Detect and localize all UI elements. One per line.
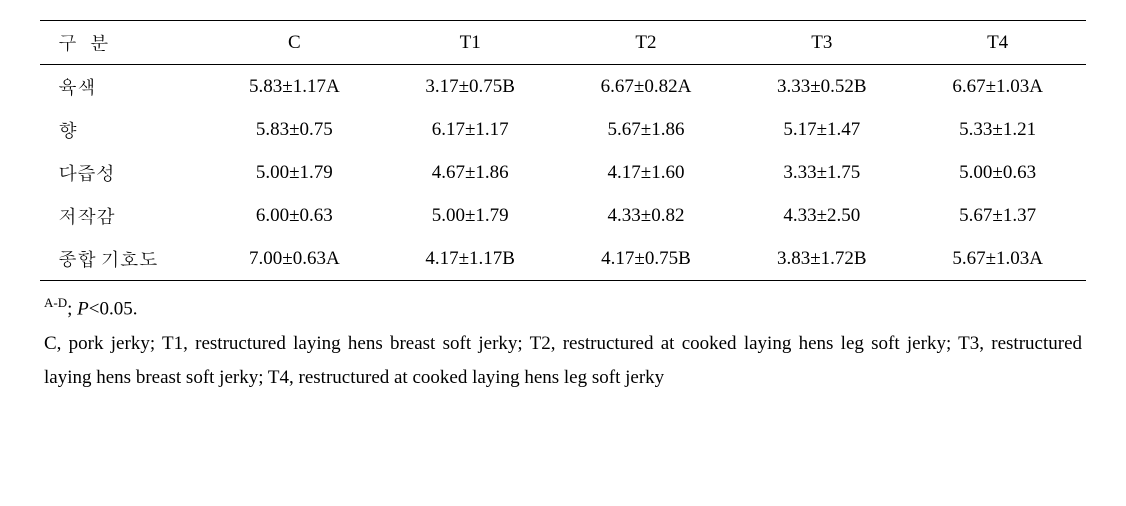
cell-value: 6.67±1.03A xyxy=(909,65,1086,109)
header-t1: T1 xyxy=(383,21,558,65)
cell-value: 6.00±0.63 xyxy=(206,194,383,237)
cell-value: 3.33±0.52B xyxy=(734,65,909,109)
cell-value: 5.67±1.37 xyxy=(909,194,1086,237)
footnote-sig-prefix: ; xyxy=(67,298,77,319)
cell-value: 4.67±1.86 xyxy=(383,151,558,194)
table-row: 저작감 6.00±0.63 5.00±1.79 4.33±0.82 4.33±2… xyxy=(40,194,1086,237)
footnote-p-letter: P xyxy=(77,298,89,319)
cell-value: 4.17±1.60 xyxy=(558,151,735,194)
cell-value: 5.67±1.86 xyxy=(558,108,735,151)
footnote-sig-rest: <0.05. xyxy=(89,298,138,319)
table-row: 육색 5.83±1.17A 3.17±0.75B 6.67±0.82A 3.33… xyxy=(40,65,1086,109)
cell-value: 5.00±0.63 xyxy=(909,151,1086,194)
header-t2: T2 xyxy=(558,21,735,65)
header-t3: T3 xyxy=(734,21,909,65)
cell-value: 3.83±1.72B xyxy=(734,237,909,281)
cell-value: 4.33±2.50 xyxy=(734,194,909,237)
footnote-superscript: A-D xyxy=(44,295,67,310)
header-c: C xyxy=(206,21,383,65)
cell-value: 5.17±1.47 xyxy=(734,108,909,151)
footnote-significance: A-D; P<0.05. xyxy=(44,291,1082,327)
data-table: 구 분 C T1 T2 T3 T4 육색 5.83±1.17A 3.17±0.7… xyxy=(40,20,1086,281)
header-category: 구 분 xyxy=(40,21,206,65)
footnote-block: A-D; P<0.05. C, pork jerky; T1, restruct… xyxy=(40,291,1086,395)
cell-value: 6.17±1.17 xyxy=(383,108,558,151)
table-row: 종합 기호도 7.00±0.63A 4.17±1.17B 4.17±0.75B … xyxy=(40,237,1086,281)
table-row: 다즙성 5.00±1.79 4.67±1.86 4.17±1.60 3.33±1… xyxy=(40,151,1086,194)
cell-value: 4.17±1.17B xyxy=(383,237,558,281)
row-label: 저작감 xyxy=(40,194,206,237)
table-row: 향 5.83±0.75 6.17±1.17 5.67±1.86 5.17±1.4… xyxy=(40,108,1086,151)
cell-value: 5.33±1.21 xyxy=(909,108,1086,151)
header-t4: T4 xyxy=(909,21,1086,65)
cell-value: 5.00±1.79 xyxy=(206,151,383,194)
row-label: 육색 xyxy=(40,65,206,109)
cell-value: 3.17±0.75B xyxy=(383,65,558,109)
table-header-row: 구 분 C T1 T2 T3 T4 xyxy=(40,21,1086,65)
cell-value: 4.17±0.75B xyxy=(558,237,735,281)
row-label: 향 xyxy=(40,108,206,151)
footnote-description: C, pork jerky; T1, restructured laying h… xyxy=(44,327,1082,395)
cell-value: 6.67±0.82A xyxy=(558,65,735,109)
table-body: 육색 5.83±1.17A 3.17±0.75B 6.67±0.82A 3.33… xyxy=(40,65,1086,281)
cell-value: 5.67±1.03A xyxy=(909,237,1086,281)
cell-value: 7.00±0.63A xyxy=(206,237,383,281)
cell-value: 5.83±0.75 xyxy=(206,108,383,151)
cell-value: 3.33±1.75 xyxy=(734,151,909,194)
cell-value: 5.83±1.17A xyxy=(206,65,383,109)
row-label: 다즙성 xyxy=(40,151,206,194)
cell-value: 4.33±0.82 xyxy=(558,194,735,237)
cell-value: 5.00±1.79 xyxy=(383,194,558,237)
row-label: 종합 기호도 xyxy=(40,237,206,281)
